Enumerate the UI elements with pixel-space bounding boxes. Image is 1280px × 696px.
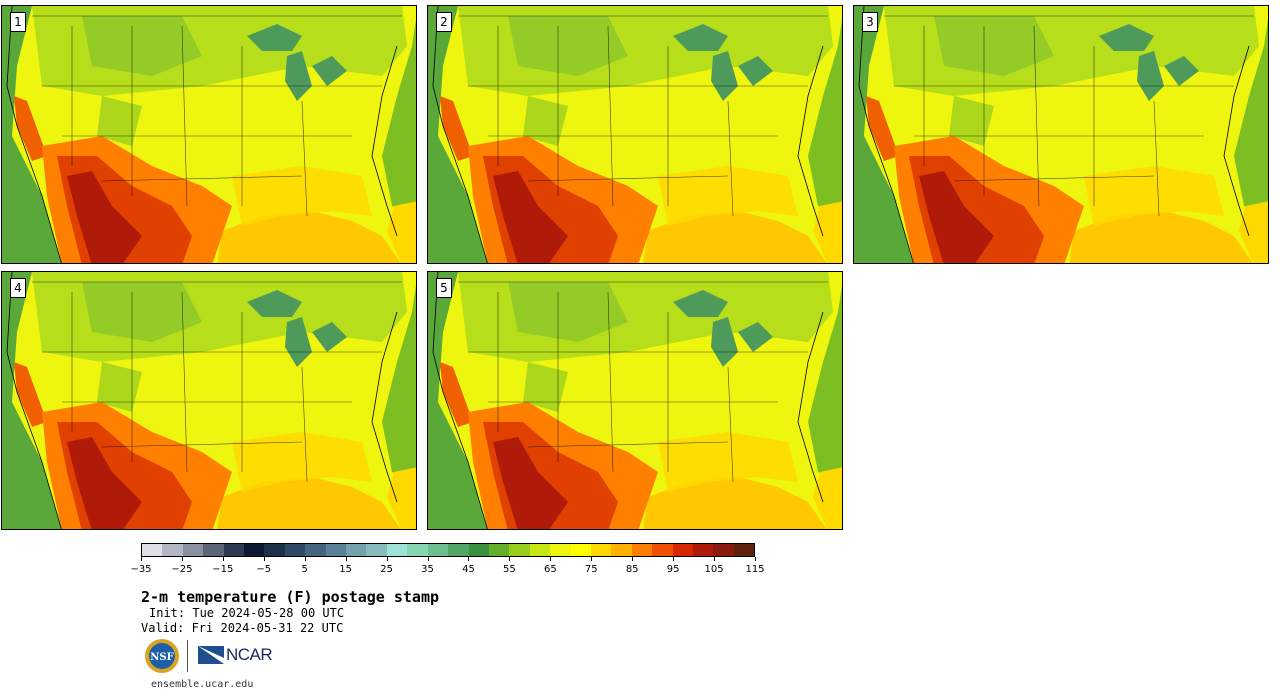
colorbar-tick-label: −35 <box>130 564 152 575</box>
colorbar-swatch <box>366 544 387 556</box>
website-label: ensemble.ucar.edu <box>151 679 254 690</box>
colorbar-swatch <box>142 544 163 556</box>
colorbar-tick <box>222 557 224 561</box>
colorbar-tick-label: 85 <box>625 564 639 575</box>
panel-label: 1 <box>10 12 26 32</box>
panel-label: 3 <box>862 12 878 32</box>
colorbar-swatch <box>407 544 428 556</box>
temperature-map <box>428 6 842 263</box>
colorbar-swatch <box>692 544 714 556</box>
colorbar-tick-label: 65 <box>543 564 557 575</box>
colorbar-swatch <box>244 544 265 556</box>
forecast-panel: 5 <box>427 271 843 530</box>
colorbar-swatch <box>733 544 755 556</box>
colorbar-tick-label: −15 <box>212 564 234 575</box>
valid-time: Valid: Fri 2024-05-31 22 UTC <box>141 621 344 635</box>
ncar-mark-icon <box>198 646 224 664</box>
colorbar-swatch <box>284 544 306 556</box>
colorbar-swatch <box>223 544 245 556</box>
colorbar-swatch <box>346 544 367 556</box>
nsf-logo: NSF <box>145 639 179 673</box>
colorbar-swatch <box>448 544 469 556</box>
colorbar-tick <box>632 557 634 561</box>
colorbar-tick-label: 15 <box>339 564 353 575</box>
colorbar-swatch <box>509 544 530 556</box>
colorbar-tick <box>755 557 756 561</box>
colorbar-tick <box>468 557 470 561</box>
colorbar-swatch <box>590 544 612 556</box>
colorbar-swatch <box>203 544 224 556</box>
colorbar-tick <box>181 557 183 561</box>
temperature-map <box>2 272 416 529</box>
colorbar-tick-label: 35 <box>421 564 434 575</box>
colorbar-swatch <box>570 544 591 556</box>
logo-divider <box>187 640 188 672</box>
forecast-panel: 1 <box>1 5 417 264</box>
colorbar-tick <box>714 557 716 561</box>
colorbar-swatch <box>325 544 347 556</box>
colorbar-tick-label: −5 <box>256 564 272 575</box>
colorbar-tick-label: 75 <box>584 564 598 575</box>
colorbar-tick-label: 45 <box>462 564 475 575</box>
colorbar-tick-label: 55 <box>503 564 516 575</box>
colorbar-tick <box>591 557 593 561</box>
temperature-colorbar <box>141 543 755 557</box>
colorbar-swatch <box>652 544 673 556</box>
colorbar-swatch <box>386 544 408 556</box>
panel-label: 4 <box>10 278 26 298</box>
colorbar-ticks: −35 −25 −15 −5 5 15 25 35 45 55 65 75 85 95 105 115 <box>130 557 765 577</box>
colorbar-tick <box>673 557 675 561</box>
colorbar-tick <box>386 557 388 561</box>
colorbar-tick <box>427 557 429 561</box>
ncar-logo: NCAR <box>198 644 273 666</box>
colorbar-tick <box>141 557 142 561</box>
colorbar-swatch <box>488 544 510 556</box>
colorbar-tick-label: 25 <box>380 564 393 575</box>
colorbar-swatch <box>427 544 449 556</box>
nsf-logo-text: NSF <box>150 652 173 663</box>
colorbar-tick-label: 115 <box>745 564 765 575</box>
ncar-logo-text: NCAR <box>226 645 273 664</box>
chart-title: 2-m temperature (F) postage stamp <box>141 588 440 606</box>
colorbar-tick-label: 95 <box>666 564 680 575</box>
colorbar-swatch <box>713 544 734 556</box>
colorbar-tick-label: 5 <box>301 564 308 575</box>
temperature-map <box>854 6 1268 263</box>
colorbar-swatch <box>264 544 285 556</box>
colorbar-tick <box>509 557 511 561</box>
panel-label: 2 <box>436 12 452 32</box>
colorbar-swatch <box>182 544 204 556</box>
forecast-panel: 3 <box>853 5 1269 264</box>
forecast-panel: 2 <box>427 5 843 264</box>
colorbar-tick <box>550 557 552 561</box>
temperature-map <box>428 272 842 529</box>
colorbar-swatch <box>672 544 693 556</box>
forecast-panel: 4 <box>1 271 417 530</box>
panel-label: 5 <box>436 278 452 298</box>
colorbar-tick <box>345 557 347 561</box>
colorbar-swatch <box>631 544 653 556</box>
colorbar-swatch <box>162 544 183 556</box>
colorbar-tick-label: −25 <box>171 564 193 575</box>
colorbar-swatch <box>529 544 551 556</box>
init-time: Init: Tue 2024-05-28 00 UTC <box>149 606 345 620</box>
colorbar-tick-label: 105 <box>704 564 724 575</box>
colorbar-swatch <box>550 544 571 556</box>
temperature-map <box>2 6 416 263</box>
colorbar-swatch <box>305 544 326 556</box>
colorbar-tick <box>304 557 306 561</box>
colorbar-swatch <box>468 544 489 556</box>
colorbar-swatch <box>611 544 632 556</box>
colorbar-tick <box>263 557 265 561</box>
